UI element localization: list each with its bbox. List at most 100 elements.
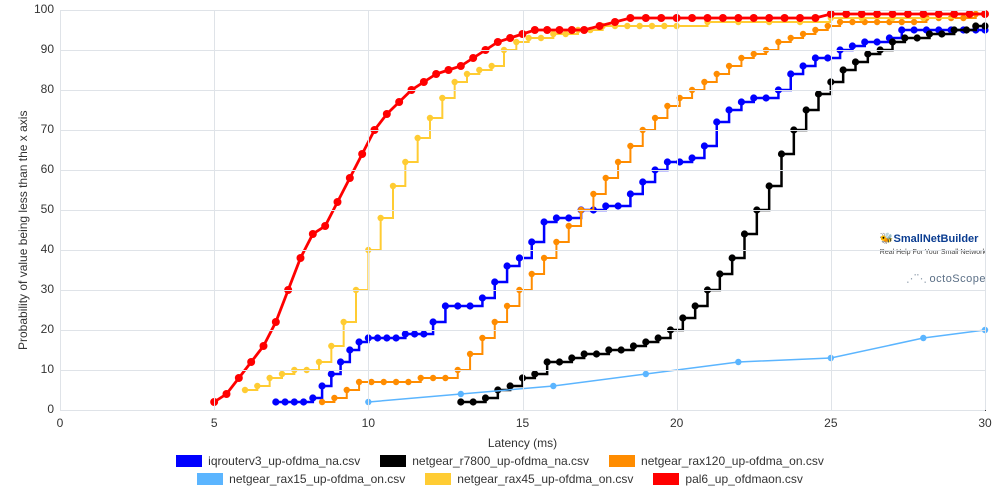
series-marker-rax45 xyxy=(254,383,260,389)
x-gridline xyxy=(214,10,215,410)
legend-swatch xyxy=(653,473,679,485)
x-gridline xyxy=(677,10,678,410)
series-marker-rax15 xyxy=(920,335,926,341)
series-marker-rax120 xyxy=(442,375,448,381)
legend-swatch xyxy=(176,455,202,467)
series-marker-pal6 xyxy=(543,26,551,34)
series-marker-iqrouterv3 xyxy=(725,106,732,113)
series-marker-iqrouterv3 xyxy=(849,42,856,49)
series-marker-iqrouterv3 xyxy=(503,262,510,269)
series-marker-rax120 xyxy=(837,19,843,25)
series-marker-r7800 xyxy=(963,26,970,33)
series-marker-pal6 xyxy=(383,110,391,118)
series-marker-rax45 xyxy=(464,71,470,77)
series-marker-iqrouterv3 xyxy=(491,278,498,285)
series-marker-pal6 xyxy=(935,10,943,18)
series-marker-r7800 xyxy=(581,350,588,357)
series-marker-iqrouterv3 xyxy=(291,398,298,405)
series-marker-r7800 xyxy=(482,394,489,401)
x-tick-label: 20 xyxy=(670,416,683,430)
series-marker-rax45 xyxy=(439,95,445,101)
series-marker-iqrouterv3 xyxy=(873,38,880,45)
series-marker-rax120 xyxy=(899,19,905,25)
series-marker-r7800 xyxy=(507,382,514,389)
series-marker-rax120 xyxy=(381,379,387,385)
series-marker-rax45 xyxy=(562,31,568,37)
series-marker-iqrouterv3 xyxy=(540,218,547,225)
series-marker-iqrouterv3 xyxy=(466,302,473,309)
x-tick-label: 25 xyxy=(824,416,837,430)
series-marker-r7800 xyxy=(531,370,538,377)
series-marker-r7800 xyxy=(852,58,859,65)
series-marker-r7800 xyxy=(679,314,686,321)
legend-label: netgear_r7800_up-ofdma_na.csv xyxy=(412,454,589,468)
series-marker-rax120 xyxy=(726,63,732,69)
series-marker-rax120 xyxy=(615,159,621,165)
y-tick-label: 100 xyxy=(26,2,54,16)
series-marker-pal6 xyxy=(919,10,927,18)
series-marker-pal6 xyxy=(506,34,514,42)
series-marker-rax120 xyxy=(652,115,658,121)
series-marker-pal6 xyxy=(494,38,502,46)
series-line-rax45 xyxy=(245,14,985,390)
series-marker-pal6 xyxy=(734,14,742,22)
series-marker-pal6 xyxy=(358,150,366,158)
series-marker-iqrouterv3 xyxy=(420,330,427,337)
series-marker-r7800 xyxy=(630,342,637,349)
legend-label: pal6_up_ofdmaon.csv xyxy=(685,472,802,486)
series-marker-r7800 xyxy=(544,358,551,365)
series-marker-pal6 xyxy=(842,10,850,18)
series-marker-rax45 xyxy=(340,319,346,325)
series-marker-iqrouterv3 xyxy=(337,358,344,365)
series-marker-pal6 xyxy=(719,14,727,22)
x-gridline xyxy=(60,10,61,410)
series-marker-rax45 xyxy=(636,23,642,29)
series-marker-r7800 xyxy=(972,22,979,29)
series-marker-iqrouterv3 xyxy=(318,382,325,389)
series-marker-rax120 xyxy=(849,19,855,25)
series-marker-r7800 xyxy=(556,358,563,365)
y-tick-label: 10 xyxy=(26,362,54,376)
series-marker-iqrouterv3 xyxy=(355,338,362,345)
series-marker-iqrouterv3 xyxy=(411,330,418,337)
series-marker-iqrouterv3 xyxy=(272,398,279,405)
series-marker-pal6 xyxy=(873,10,881,18)
series-marker-rax45 xyxy=(488,63,494,69)
series-line-rax120 xyxy=(322,14,985,402)
legend-label: iqrouterv3_up-ofdma_na.csv xyxy=(208,454,360,468)
series-marker-rax45 xyxy=(550,31,556,37)
series-marker-rax45 xyxy=(624,23,630,29)
series-marker-r7800 xyxy=(568,354,575,361)
series-marker-pal6 xyxy=(657,14,665,22)
series-marker-rax45 xyxy=(525,35,531,41)
series-marker-pal6 xyxy=(223,390,231,398)
series-marker-rax120 xyxy=(319,399,325,405)
series-marker-iqrouterv3 xyxy=(861,38,868,45)
series-marker-rax120 xyxy=(553,239,559,245)
series-marker-r7800 xyxy=(889,38,896,45)
series-marker-pal6 xyxy=(858,10,866,18)
series-marker-pal6 xyxy=(432,70,440,78)
series-marker-pal6 xyxy=(611,18,619,26)
series-marker-pal6 xyxy=(556,26,564,34)
series-marker-rax45 xyxy=(513,39,519,45)
series-marker-rax120 xyxy=(788,35,794,41)
series-marker-rax120 xyxy=(664,103,670,109)
series-marker-iqrouterv3 xyxy=(565,214,572,221)
series-marker-iqrouterv3 xyxy=(553,214,560,221)
series-marker-pal6 xyxy=(247,358,255,366)
series-marker-rax45 xyxy=(402,159,408,165)
legend-label: netgear_rax120_up-ofdma_on.csv xyxy=(641,454,824,468)
series-marker-iqrouterv3 xyxy=(374,334,381,341)
series-marker-rax120 xyxy=(812,27,818,33)
series-marker-rax120 xyxy=(775,39,781,45)
series-marker-rax45 xyxy=(661,23,667,29)
series-marker-r7800 xyxy=(926,30,933,37)
series-marker-pal6 xyxy=(781,14,789,22)
series-marker-pal6 xyxy=(642,14,650,22)
series-marker-pal6 xyxy=(235,374,243,382)
series-marker-iqrouterv3 xyxy=(454,302,461,309)
series-marker-rax120 xyxy=(590,191,596,197)
series-marker-rax45 xyxy=(328,343,334,349)
series-marker-r7800 xyxy=(655,334,662,341)
